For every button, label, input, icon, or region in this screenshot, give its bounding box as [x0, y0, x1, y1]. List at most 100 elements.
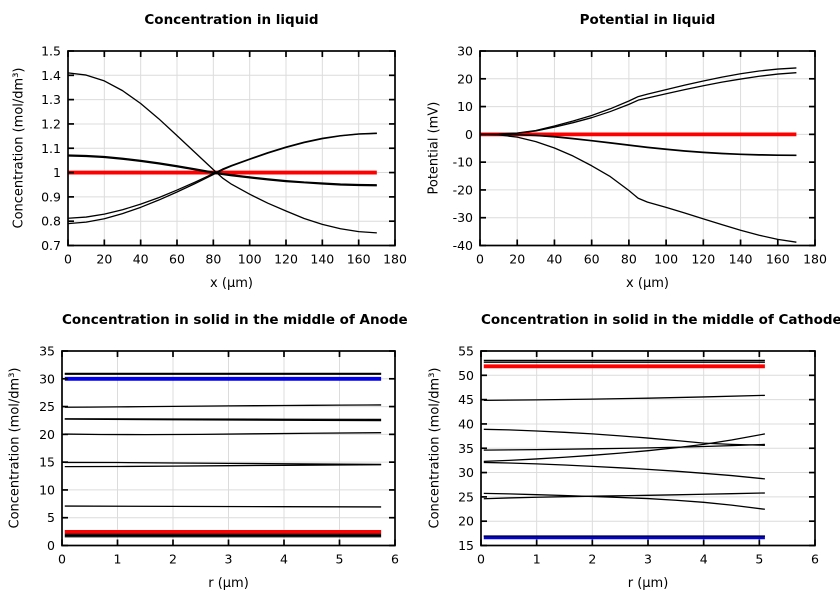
y-tick-label: 1	[53, 165, 61, 180]
x-tick-label: 3	[644, 552, 652, 567]
x-axis-label: r (µm)	[627, 575, 669, 591]
x-tick-label: 100	[654, 252, 678, 267]
x-tick-label: 40	[133, 252, 149, 267]
x-tick-label: 1	[533, 552, 541, 567]
x-tick-label: 6	[811, 552, 819, 567]
x-tick-label: 2	[169, 552, 177, 567]
y-tick-label: 15	[39, 455, 55, 470]
x-tick-label: 120	[691, 252, 715, 267]
series-black-9	[483, 492, 765, 500]
x-tick-label: 1	[114, 552, 122, 567]
series-black-1	[67, 72, 377, 234]
series-black-4	[483, 428, 765, 446]
series-black-5	[64, 461, 382, 466]
y-tick-label: 1.2	[41, 116, 61, 131]
y-tick-label: 40	[458, 416, 474, 431]
x-tick-label: 5	[755, 552, 763, 567]
y-tick-label: 1.3	[41, 92, 61, 107]
x-tick-label: 80	[621, 252, 637, 267]
y-tick-label: 25	[458, 489, 474, 504]
series-black-7	[64, 505, 382, 508]
y-tick-label: 30	[457, 44, 473, 59]
y-tick-label: 10	[39, 482, 55, 497]
x-tick-label: 5	[336, 552, 344, 567]
x-tick-label: 0	[476, 252, 484, 267]
series-black-5	[483, 443, 765, 451]
chart-title: Concentration in liquid	[144, 12, 319, 28]
plot-area-potential-liquid: 0 20 40 60 80 100 120 140 160 180 -40 -30 -20 -10 0 10 2…	[453, 44, 827, 267]
x-tick-label: 4	[700, 552, 708, 567]
y-tick-label: 0.8	[41, 214, 61, 229]
chart-concentration-liquid: Concentration in liquid Concentration (m…	[0, 0, 420, 300]
series-black-3a	[67, 132, 377, 219]
y-tick-label: 30	[39, 371, 55, 386]
series-black-7	[483, 461, 765, 480]
x-tick-label: 20	[509, 252, 525, 267]
x-tick-label: 160	[766, 252, 790, 267]
y-tick-label: 10	[457, 99, 473, 114]
y-tick-label: 55	[458, 344, 474, 359]
plot-area-concentration-solid-anode: 0 1 2 3 4 5 6 0 5 10 15 20 25 30 35	[39, 344, 399, 567]
y-tick-label: 20	[457, 71, 473, 86]
plot-area-concentration-liquid: 0 20 40 60 80 100 120 140 160 180 0.7 0.8 0.9 1 1.1 1.2…	[41, 44, 407, 267]
series-black-2a	[67, 154, 377, 186]
x-tick-label: 180	[803, 252, 827, 267]
y-tick-label: 0	[47, 538, 55, 553]
series-black-down	[479, 133, 797, 243]
series-black-3	[483, 394, 765, 401]
x-tick-label: 0	[477, 552, 485, 567]
series-black-6	[64, 464, 382, 468]
x-tick-label: 0	[58, 552, 66, 567]
y-tick-label: 20	[458, 514, 474, 529]
series-black-8	[483, 492, 765, 510]
y-tick-label: -30	[453, 210, 473, 225]
series-black-4	[64, 432, 382, 436]
series-black-3b	[67, 132, 377, 225]
series-black-mid-a	[479, 133, 797, 157]
y-tick-label: 45	[458, 392, 474, 407]
x-tick-label: 2	[588, 552, 596, 567]
x-tick-label: 120	[274, 252, 298, 267]
x-tick-label: 60	[584, 252, 600, 267]
x-tick-label: 6	[391, 552, 399, 567]
chart-title: Concentration in solid in the middle of …	[62, 312, 408, 328]
y-tick-label: 0.7	[41, 238, 61, 253]
x-axis-label: x (µm)	[626, 275, 669, 291]
y-tick-label: -20	[453, 182, 473, 197]
chart-title: Potential in liquid	[579, 12, 716, 28]
x-tick-label: 40	[546, 252, 562, 267]
y-tick-label: 35	[39, 344, 55, 359]
x-tick-label: 160	[347, 252, 371, 267]
plot-frame	[479, 50, 816, 247]
chart-title: Concentration in solid in the middle of …	[481, 312, 840, 328]
x-axis-label: r (µm)	[208, 575, 249, 591]
x-tick-label: 140	[310, 252, 334, 267]
series-black-up-b	[479, 72, 797, 136]
x-tick-label: 0	[64, 252, 72, 267]
y-tick-label: 0.9	[41, 189, 61, 204]
chart-concentration-solid-cathode: Concentration in solid in the middle of …	[420, 300, 840, 600]
chart-concentration-solid-anode: Concentration in solid in the middle of …	[0, 300, 420, 600]
y-tick-label: 50	[458, 368, 474, 383]
y-tick-label: 0	[465, 127, 473, 142]
x-tick-label: 80	[205, 252, 221, 267]
y-tick-label: 15	[458, 538, 474, 553]
y-tick-label: 25	[39, 399, 55, 414]
series-black-3b	[64, 418, 382, 422]
series-black-mid-b	[479, 133, 797, 156]
y-tick-label: 35	[458, 441, 474, 456]
y-tick-label: 1.1	[41, 141, 61, 156]
x-tick-label: 4	[280, 552, 288, 567]
y-tick-label: -40	[453, 238, 473, 253]
y-tick-label: -10	[453, 155, 473, 170]
series-black-2b	[67, 155, 377, 187]
chart-potential-liquid: Potential in liquid Potential (mV) x (µm…	[420, 0, 840, 300]
x-tick-label: 3	[225, 552, 233, 567]
series-black-2	[64, 404, 382, 408]
x-tick-label: 20	[96, 252, 112, 267]
x-axis-label: x (µm)	[210, 275, 253, 291]
series-black-6	[483, 433, 766, 463]
y-tick-label: 30	[458, 465, 474, 480]
